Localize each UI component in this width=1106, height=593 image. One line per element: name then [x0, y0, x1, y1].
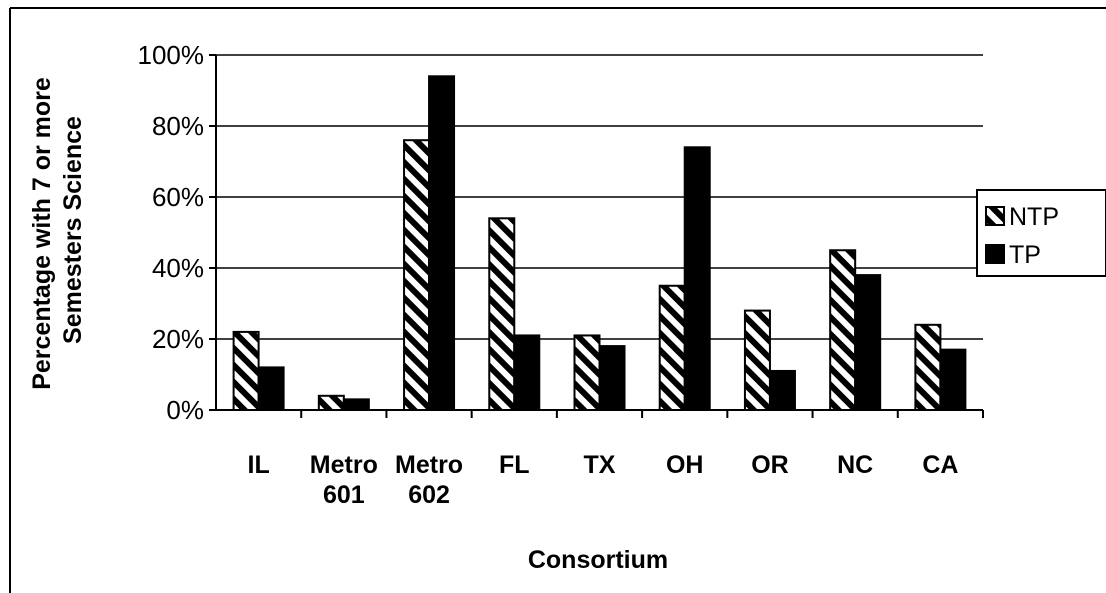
- legend-label-ntp: NTP: [1009, 203, 1059, 231]
- category-label: Metro 602: [395, 451, 463, 509]
- legend-swatch-ntp: [985, 206, 1005, 226]
- category-label: NC: [837, 451, 873, 479]
- bar-ntp: [573, 334, 601, 412]
- y-tick-label: 60%: [152, 182, 204, 212]
- category-label: Metro 601: [310, 451, 378, 509]
- category-label: OH: [666, 451, 704, 479]
- bar-ntp: [914, 323, 942, 411]
- legend: NTP TP: [976, 189, 1106, 277]
- bar-tp: [683, 146, 711, 412]
- bar-ntp: [743, 309, 771, 412]
- bar-tp: [513, 334, 541, 412]
- y-tick-labels: 0% 20% 40% 60% 80% 100%: [138, 40, 205, 425]
- bar-tp: [768, 369, 796, 412]
- category-label: IL: [248, 451, 270, 479]
- bar-ntp: [232, 330, 260, 411]
- bar-tp: [598, 345, 626, 412]
- category-label: CA: [922, 451, 958, 479]
- bar-tp: [939, 348, 967, 411]
- axes: [209, 54, 984, 418]
- y-tick-label: 20%: [152, 324, 204, 354]
- bar-ntp: [658, 284, 686, 411]
- bar-ntp: [829, 249, 857, 411]
- category-label: FL: [499, 451, 530, 479]
- y-axis-title-line-1: Percentage with 7 or more: [28, 77, 56, 390]
- bars: [232, 75, 967, 412]
- bar-tp: [257, 366, 285, 411]
- y-tick-label: 80%: [152, 111, 204, 141]
- legend-swatch-tp: [985, 244, 1005, 264]
- category-label: TX: [584, 451, 616, 479]
- x-axis-title: Consortium: [528, 546, 668, 574]
- y-tick-label: 40%: [152, 253, 204, 283]
- bar-ntp: [403, 139, 431, 411]
- category-labels: IL Metro 601 Metro 602 FL TX OH OR NC CA: [248, 451, 959, 509]
- bar-ntp: [488, 217, 516, 411]
- legend-label-tp: TP: [1009, 241, 1041, 269]
- category-label: OR: [751, 451, 789, 479]
- y-axis-title-line-2: Semesters Science: [59, 116, 87, 344]
- y-axis-title: Percentage with 7 or more Semesters Scie…: [28, 70, 87, 390]
- bar-tp: [428, 75, 456, 412]
- y-tick-label: 0%: [166, 395, 204, 425]
- bar-ntp: [317, 394, 345, 411]
- y-tick-label: 100%: [138, 40, 205, 70]
- bar-tp: [342, 398, 370, 412]
- bar-tp: [854, 274, 882, 411]
